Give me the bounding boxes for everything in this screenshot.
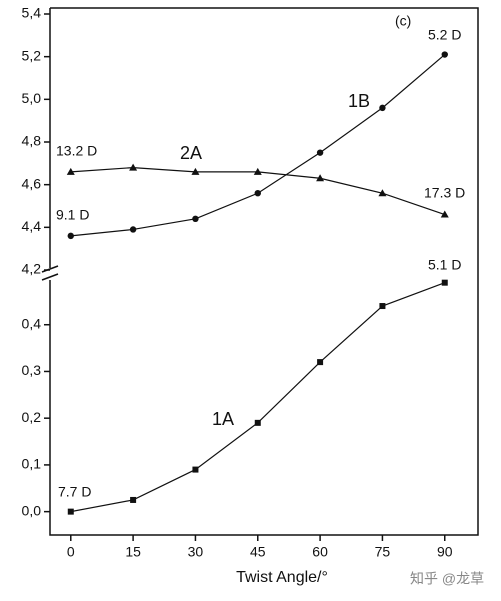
x-tick-label: 60 — [312, 544, 328, 560]
marker — [254, 419, 261, 426]
marker — [441, 51, 448, 58]
series-line — [70, 54, 446, 237]
x-tick-label: 75 — [375, 544, 391, 560]
y-tick-label: 4,4 — [22, 218, 42, 234]
marker — [191, 167, 200, 175]
marker — [379, 104, 386, 112]
y-tick-label: 4,8 — [22, 133, 42, 149]
y-tick-label: 4,6 — [22, 175, 42, 191]
x-tick-label: 0 — [67, 544, 75, 560]
annotation: 13.2 D — [56, 143, 97, 159]
axis-break — [41, 265, 59, 281]
marker — [130, 496, 137, 503]
watermark: 知乎 @龙草 — [410, 571, 484, 587]
annotation: 7.7 D — [58, 484, 91, 500]
x-tick-label: 90 — [437, 544, 453, 560]
marker — [316, 174, 325, 182]
y-tick-label: 4,2 — [22, 261, 42, 277]
annotation: 17.3 D — [424, 185, 465, 201]
x-axis-label: Twist Angle/° — [236, 569, 328, 586]
marker — [192, 215, 199, 222]
marker — [317, 359, 324, 366]
y-tick-label: 5,2 — [22, 47, 42, 63]
y-tick-label: 5,4 — [22, 5, 42, 21]
marker — [66, 167, 75, 175]
marker — [441, 279, 448, 286]
y-tick-label: 0,1 — [22, 456, 42, 472]
annotation: 2A — [180, 143, 202, 163]
annotation: (c) — [395, 13, 411, 29]
marker — [379, 303, 386, 310]
marker — [378, 189, 387, 197]
y-tick-label: 0,4 — [22, 315, 42, 331]
marker — [254, 190, 261, 197]
y-tick-label: 0,0 — [22, 502, 42, 518]
marker — [129, 226, 137, 233]
x-tick-label: 45 — [250, 544, 266, 560]
annotation: 5.1 D — [428, 257, 461, 273]
y-tick-label: 5,0 — [22, 90, 42, 106]
frame — [49, 7, 479, 536]
x-tick-label: 30 — [188, 544, 204, 560]
y-tick-label: 0,3 — [22, 362, 42, 378]
annotation: 5.2 D — [428, 27, 461, 43]
marker — [440, 210, 449, 218]
marker — [316, 149, 324, 156]
annotation: 1A — [212, 409, 234, 429]
series-line — [70, 282, 445, 513]
marker — [192, 466, 199, 473]
x-tick-label: 15 — [125, 544, 141, 560]
marker — [253, 167, 262, 175]
annotation: 1B — [348, 91, 370, 111]
marker — [67, 508, 74, 515]
y-tick-label: 0,2 — [22, 409, 42, 425]
marker — [67, 232, 74, 240]
annotation: 9.1 D — [56, 207, 89, 223]
marker — [129, 163, 138, 171]
